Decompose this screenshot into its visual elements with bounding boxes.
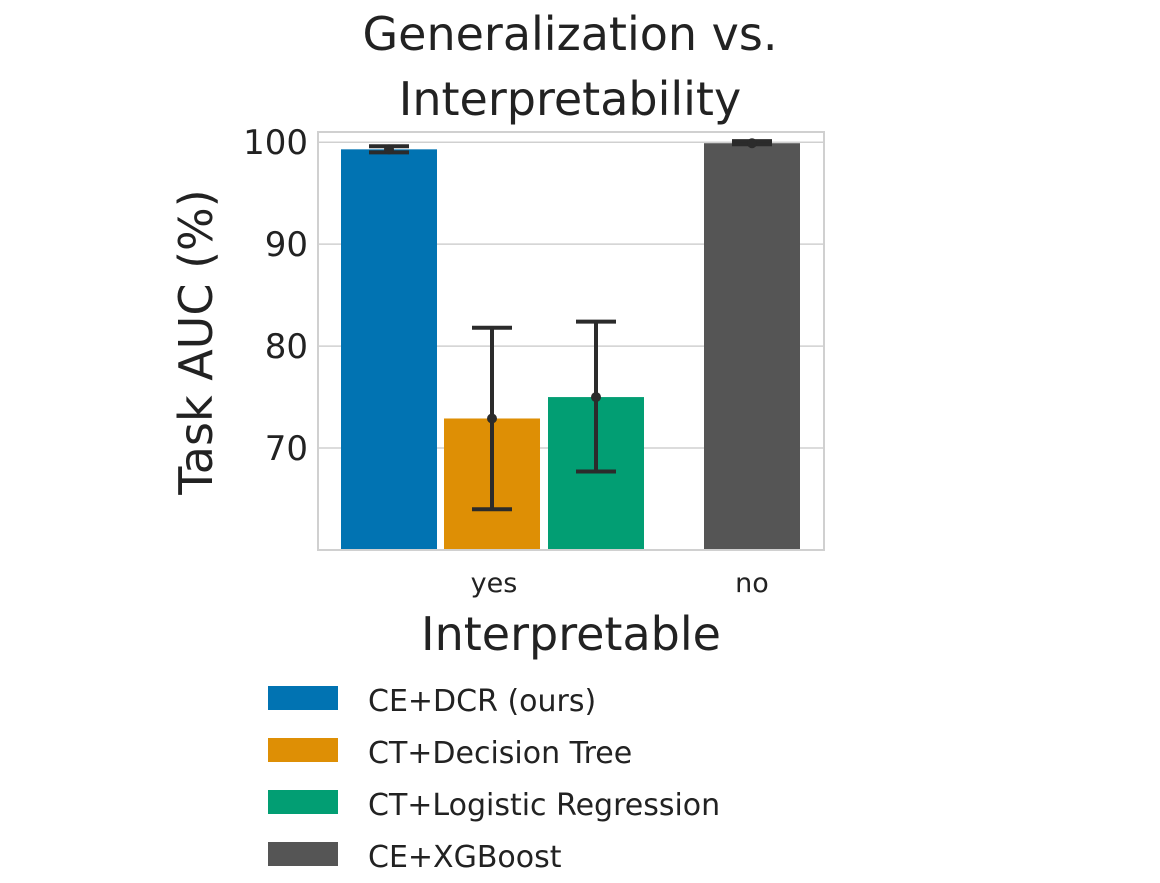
error-bar-point: [384, 144, 394, 155]
legend-label: CT+Logistic Regression: [368, 788, 720, 823]
x-tick-labels: yes no: [471, 568, 769, 599]
legend-label: CE+XGBoost: [368, 840, 562, 875]
y-axis-title: Task AUC (%): [169, 189, 223, 495]
error-bars: [369, 138, 772, 512]
legend-label: CE+DCR (ours): [368, 684, 596, 719]
error-bar-point: [487, 413, 497, 424]
legend-swatch: [268, 686, 338, 710]
x-tick-label: yes: [471, 568, 518, 599]
error-bar-point: [591, 392, 601, 403]
bar: [341, 149, 437, 550]
x-axis-title: Interpretable: [421, 607, 721, 661]
error-bar-point: [747, 138, 757, 149]
y-tick-label: 70: [265, 429, 308, 469]
y-tick-label: 100: [243, 123, 308, 163]
legend-swatch: [268, 842, 338, 866]
y-tick-labels: 70 80 90 100: [243, 123, 308, 469]
x-tick-label: no: [735, 568, 769, 599]
chart-title-line-1: Generalization vs.: [363, 7, 778, 61]
y-tick-label: 80: [265, 327, 308, 367]
bar: [704, 143, 800, 550]
legend: CE+DCR (ours) CT+Decision Tree CT+Logistic…: [268, 684, 720, 875]
legend-swatch: [268, 738, 338, 762]
plot-frame: [317, 131, 825, 551]
chart-title-line-2: Interpretability: [399, 72, 741, 126]
legend-label: CT+Decision Tree: [368, 736, 632, 771]
legend-swatch: [268, 790, 338, 814]
y-tick-label: 90: [265, 225, 308, 265]
